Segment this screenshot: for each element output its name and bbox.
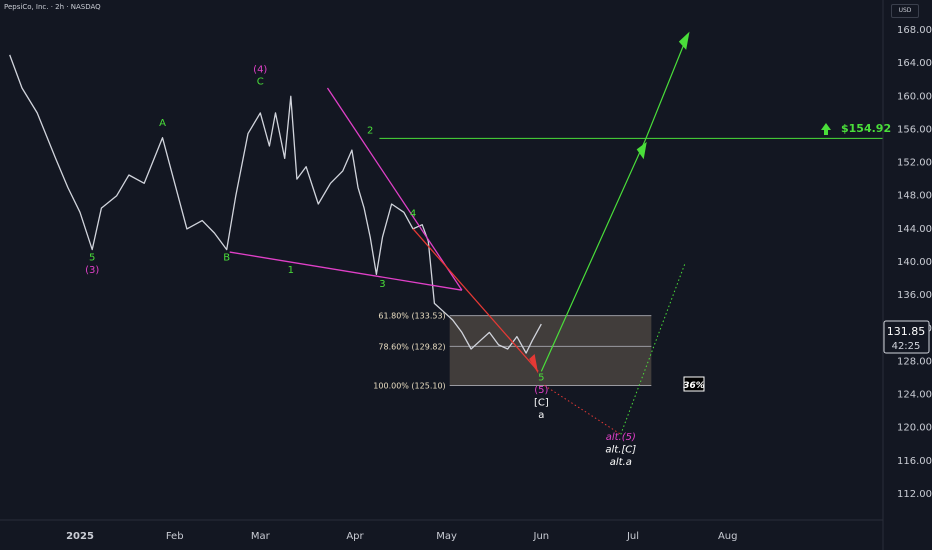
bar-countdown: 42:25 xyxy=(892,341,921,352)
price-line xyxy=(9,54,542,354)
drawings[interactable] xyxy=(229,31,883,435)
probability-box[interactable]: 36% xyxy=(683,376,705,392)
wave-label: (4) xyxy=(253,64,267,75)
red-arrow-head xyxy=(529,353,539,374)
projection-arrow-head xyxy=(678,31,690,50)
wave-label: (3) xyxy=(85,265,99,276)
red-trend-line[interactable] xyxy=(412,228,539,372)
x-tick-label: Mar xyxy=(251,531,271,542)
y-tick-label: 140.00 xyxy=(897,257,932,268)
wave-label: alt.a xyxy=(610,457,632,468)
y-tick-label: 116.00 xyxy=(897,456,932,467)
y-tick-label: 128.00 xyxy=(897,356,932,367)
y-tick-label: 160.00 xyxy=(897,91,932,102)
wave-label: 5 xyxy=(538,372,544,383)
x-tick-label: Jun xyxy=(533,531,550,542)
triangle-upper-line[interactable] xyxy=(326,87,463,291)
triangle-lower-line[interactable] xyxy=(229,251,463,291)
fibonacci-retracement[interactable]: 61.80% (133.53) 78.60% (129.82) 100.00% (1… xyxy=(373,312,652,391)
wave-label: a xyxy=(538,410,544,421)
price-series xyxy=(9,54,542,354)
y-tick-label: 168.00 xyxy=(897,25,932,36)
y-tick-label: 120.00 xyxy=(897,423,932,434)
x-tick-label: May xyxy=(436,531,457,542)
x-tick-label: Jul xyxy=(626,531,639,542)
wave-labels: 5 (3) A B C (4) 1 2 3 4 5 (5)[C] a alt.(5) alt.[C]alt.… xyxy=(85,64,636,468)
y-tick-label: 148.00 xyxy=(897,191,932,202)
y-axis[interactable]: 112.00116.00120.00124.00128.00132.00136.… xyxy=(897,25,932,500)
fib-level-label: 78.60% (129.82) xyxy=(378,342,445,351)
target-price-text: $154.92 xyxy=(841,122,891,135)
fib-level-label: 61.80% (133.53) xyxy=(378,312,445,321)
y-tick-label: 124.00 xyxy=(897,390,932,401)
x-axis[interactable]: 2025 Feb Mar Apr May Jun Jul Aug xyxy=(66,531,737,542)
chart-title: PepsiCo, Inc. · 2h · NASDAQ xyxy=(4,3,101,11)
y-tick-label: 136.00 xyxy=(897,290,932,301)
currency-button[interactable]: USD xyxy=(891,4,919,18)
projection-arrow-head xyxy=(636,141,647,160)
x-tick-label: 2025 xyxy=(66,531,94,542)
arrow-up-icon xyxy=(821,123,831,135)
y-tick-label: 164.00 xyxy=(897,58,932,69)
wave-label: B xyxy=(223,252,230,263)
fib-level-label: 100.00% (125.10) xyxy=(373,381,445,390)
x-tick-label: Aug xyxy=(718,531,738,542)
wave-label: 1 xyxy=(288,265,294,276)
alternate-path-down[interactable] xyxy=(544,385,622,435)
wave-label: A xyxy=(159,118,166,129)
last-price-value: 131.85 xyxy=(887,325,926,338)
wave-label: alt.[C] xyxy=(605,445,636,456)
y-tick-label: 152.00 xyxy=(897,158,932,169)
wave-label: alt.(5) xyxy=(606,432,636,443)
primary-projection-path[interactable] xyxy=(540,33,689,372)
wave-label: [C] xyxy=(534,397,549,408)
y-tick-label: 112.00 xyxy=(897,489,932,500)
wave-label: 2 xyxy=(367,126,373,137)
wave-label: (5) xyxy=(534,385,548,396)
x-tick-label: Feb xyxy=(166,531,184,542)
wave-label: 3 xyxy=(379,279,385,290)
target-label: $154.92 xyxy=(821,122,891,135)
last-price-tag: 131.85 42:25 xyxy=(883,320,930,354)
x-tick-label: Apr xyxy=(346,531,364,542)
wave-label: 5 xyxy=(89,252,95,263)
probability-text: 36% xyxy=(683,381,705,391)
y-tick-label: 144.00 xyxy=(897,224,932,235)
wave-label: 4 xyxy=(410,208,416,219)
wave-label: C xyxy=(257,77,264,88)
y-tick-label: 156.00 xyxy=(897,124,932,135)
